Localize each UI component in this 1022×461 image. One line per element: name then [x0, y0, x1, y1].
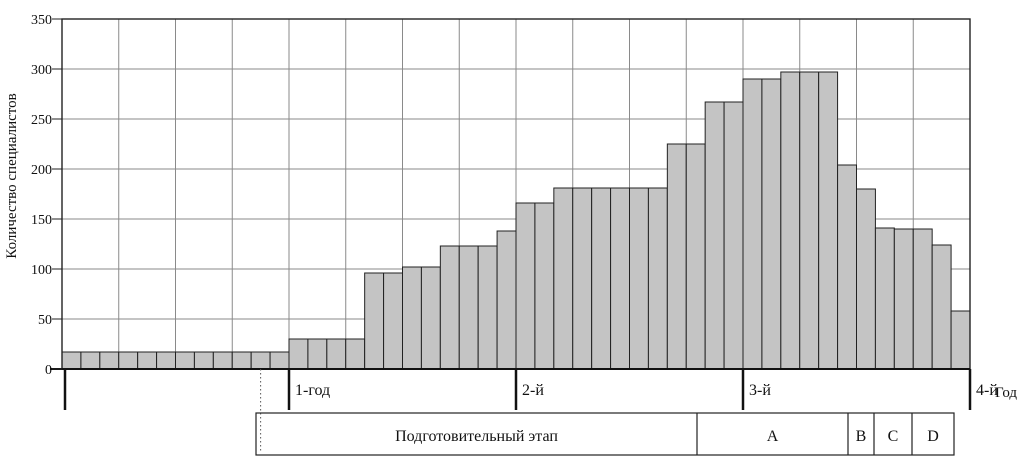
bar [761, 78, 782, 370]
y-tick-label: 350 [31, 13, 52, 28]
phase-label: Подготовительный этап [395, 428, 558, 445]
bar [591, 187, 612, 370]
bar [647, 187, 668, 370]
x-axis-label: Год [995, 385, 1017, 401]
y-tick-label: 300 [31, 63, 52, 78]
y-tick-label: 100 [31, 263, 52, 278]
bar [515, 202, 536, 370]
bar [383, 272, 404, 370]
bar [193, 351, 214, 370]
bar [288, 338, 309, 370]
phase-table: Подготовительный этап A B C D [255, 412, 955, 456]
bar [496, 230, 517, 370]
phase-label: D [927, 428, 939, 445]
bar [666, 143, 687, 370]
bar [553, 187, 574, 370]
bar [345, 338, 366, 370]
bar [893, 228, 914, 370]
bar [931, 244, 952, 370]
bar [950, 310, 971, 370]
phase-table-border [255, 412, 955, 456]
bar [212, 351, 233, 370]
bar [780, 71, 801, 370]
bar [742, 78, 763, 370]
bar [269, 351, 290, 370]
bar [629, 187, 649, 370]
y-tick-labels: 0 50 100 150 200 250 300 350 [31, 13, 62, 378]
y-tick-label: 0 [45, 363, 52, 378]
bar [458, 245, 479, 370]
bar [250, 351, 271, 370]
bar [99, 351, 120, 370]
year-label: 1-год [295, 382, 330, 399]
bar [156, 351, 176, 370]
bar [420, 266, 441, 370]
bar [856, 188, 876, 370]
y-axis-label: Количество специалистов [4, 93, 20, 258]
bar [80, 351, 101, 370]
bar [326, 338, 347, 370]
y-tick-label: 50 [38, 313, 52, 328]
bar [402, 266, 422, 370]
bar [610, 187, 630, 370]
year-label: 3-й [749, 382, 771, 399]
bar [799, 71, 820, 370]
phase-label: B [856, 428, 867, 445]
bar [685, 143, 706, 370]
bar [874, 227, 895, 370]
phase-label: C [888, 428, 899, 445]
year-label: 4-й [976, 382, 998, 399]
bar [912, 228, 933, 370]
bar [137, 351, 158, 370]
bar [231, 351, 252, 370]
bar [118, 351, 139, 370]
bar [61, 351, 82, 370]
y-tick-label: 200 [31, 163, 52, 178]
bar [818, 71, 839, 370]
bar [364, 272, 385, 370]
phase-label: A [767, 428, 779, 445]
bar [704, 101, 725, 370]
year-label: 2-й [522, 382, 544, 399]
y-tick-label: 250 [31, 113, 52, 128]
bar [837, 164, 857, 370]
year-timeline: 1-год 2-й 3-й 4-й [63, 369, 998, 452]
bars [61, 71, 971, 370]
y-tick-label: 150 [31, 213, 52, 228]
bar [439, 245, 460, 370]
bar [175, 351, 195, 370]
bar [723, 101, 744, 370]
bar [572, 187, 593, 370]
bar [477, 245, 498, 370]
bar [534, 202, 555, 370]
bar [307, 338, 328, 370]
